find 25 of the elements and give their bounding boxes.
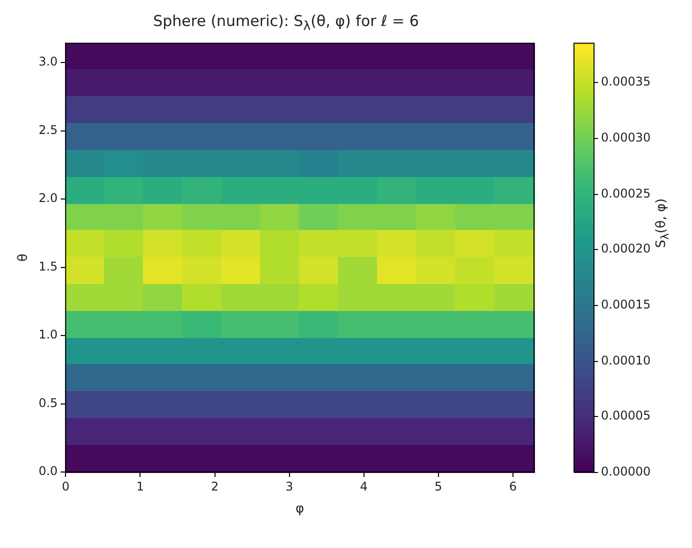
color-bar-label: 0.00025: [601, 186, 651, 201]
y-tick-label: 1.0: [38, 328, 58, 342]
x-tick-label: 2: [210, 479, 219, 494]
color-bar-label: 0.00020: [601, 242, 651, 256]
chart-title: Sphere (numeric): S$_{λ}$(θ, φ) for ℓ = 6: [152, 11, 420, 33]
x-tick-label: 6: [509, 479, 517, 494]
y-tick-label: 1.5: [38, 259, 58, 274]
y-tick-label: 2.5: [38, 122, 58, 137]
x-tick-label: 1: [136, 479, 144, 494]
y-tick-label: 3.0: [38, 54, 58, 69]
x-axis-title: φ: [296, 502, 304, 517]
color-bar-label: 0.00035: [601, 74, 651, 89]
y-tick-label: 0.5: [38, 396, 58, 410]
color-bar-label: 0.00000: [601, 464, 651, 479]
y-tick-label: 2.0: [38, 191, 58, 206]
x-tick-label: 3: [285, 479, 294, 494]
color-bar-label: 0.00010: [601, 354, 651, 368]
x-tick-label: 4: [360, 479, 368, 494]
y-axis-title: θ: [16, 254, 32, 262]
y-tick-label: 0.0: [38, 464, 58, 478]
color-bar-label: 0.00005: [601, 408, 651, 423]
x-tick-label: 0: [62, 479, 70, 494]
color-bar-label: 0.00030: [601, 130, 651, 145]
color-bar-label: 0.00015: [601, 298, 651, 312]
x-tick-label: 5: [434, 479, 442, 494]
